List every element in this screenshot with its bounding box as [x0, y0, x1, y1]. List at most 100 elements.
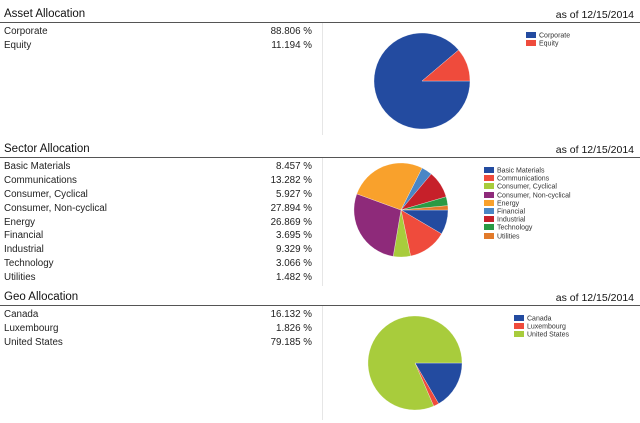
legend-label: Utilities — [497, 233, 520, 240]
table-row: Communications 13.282 % — [0, 174, 316, 188]
pie-slice-consumer-non-cyclical — [353, 193, 402, 257]
table-row: Luxembourg 1.826 % — [0, 322, 316, 336]
asset-allocation-pie — [373, 32, 471, 130]
row-value: 26.869 % — [270, 216, 312, 228]
table-row: Financial 3.695 % — [0, 229, 316, 243]
row-value: 1.482 % — [276, 272, 312, 284]
legend-label: Technology — [497, 224, 533, 232]
row-label: Technology — [4, 258, 54, 270]
legend-swatch — [484, 224, 494, 231]
pie-slice-energy — [356, 162, 423, 211]
table-row: Industrial 9.329 % — [0, 243, 316, 257]
legend-label: United States — [527, 331, 570, 339]
table-row: Consumer, Non-cyclical 27.894 % — [0, 202, 316, 216]
legend-swatch — [526, 32, 536, 38]
legend-label: Corporate — [539, 32, 571, 40]
row-value: 5.927 % — [276, 188, 312, 200]
legend-item: United States — [514, 331, 569, 339]
legend-item: Utilities — [484, 232, 571, 241]
table-row: Basic Materials 8.457 % — [0, 160, 316, 174]
column-separator — [322, 158, 323, 286]
legend-swatch — [484, 183, 494, 190]
row-value: 27.894 % — [270, 202, 312, 214]
table-row: Consumer, Cyclical 5.927 % — [0, 188, 316, 202]
row-label: Energy — [4, 216, 36, 228]
legend-item: Equity — [526, 40, 570, 48]
legend-swatch — [484, 216, 494, 223]
row-value: 3.066 % — [276, 258, 312, 270]
pie-slice-utilities — [400, 205, 449, 211]
table-row: Canada 16.132 % — [0, 308, 316, 322]
row-value: 88.806 % — [270, 26, 312, 37]
legend-label: Industrial — [497, 216, 526, 224]
pie-slice-equity — [421, 49, 471, 82]
sector-allocation-table: Basic Materials 8.457 % Communications 13.… — [0, 160, 316, 285]
legend-item: Technology — [484, 224, 571, 232]
row-label: Corporate — [4, 26, 48, 37]
asset-allocation-title: Asset Allocation — [4, 8, 86, 20]
row-value: 3.695 % — [276, 230, 312, 242]
legend-swatch — [484, 191, 494, 198]
table-row: Equity 11.194 % — [0, 39, 316, 53]
row-value: 16.132 % — [270, 309, 312, 320]
legend-item: Industrial — [484, 216, 571, 224]
row-value: 13.282 % — [270, 174, 312, 186]
legend-swatch — [484, 207, 494, 214]
row-value: 1.826 % — [276, 322, 312, 334]
row-label: Utilities — [4, 272, 36, 284]
legend-label: Financial — [497, 208, 526, 216]
legend-swatch — [484, 232, 494, 239]
legend-swatch — [514, 331, 524, 338]
geo-allocation-title: Geo Allocation — [4, 291, 79, 303]
legend-label: Canada — [527, 315, 552, 323]
table-row: Utilities 1.482 % — [0, 271, 316, 285]
column-separator — [322, 23, 323, 135]
sector-allocation-title: Sector Allocation — [4, 143, 90, 155]
geo-allocation-legend: Canada Luxembourg United States — [514, 315, 569, 340]
row-label: United States — [4, 336, 63, 348]
legend-label: Equity — [539, 40, 559, 48]
legend-item: Energy — [484, 199, 571, 208]
row-label: Consumer, Non-cyclical — [4, 202, 107, 214]
table-row: Technology 3.066 % — [0, 257, 316, 271]
asset-allocation-table: Corporate 88.806 % Equity 11.194 % — [0, 25, 316, 53]
legend-swatch — [484, 199, 494, 206]
sector-allocation-section: Sector Allocation as of 12/15/2014 Basic… — [0, 143, 640, 291]
row-label: Industrial — [4, 244, 44, 256]
legend-label: Energy — [497, 200, 520, 208]
geo-allocation-pie — [367, 315, 463, 411]
sector-allocation-legend: Basic Materials Communications Consumer,… — [484, 167, 571, 241]
legend-item: Consumer, Non-cyclical — [484, 191, 571, 200]
table-row: Corporate 88.806 % — [0, 25, 316, 39]
column-separator — [322, 306, 323, 420]
legend-item: Consumer, Cyclical — [484, 183, 571, 191]
legend-item: Luxembourg — [514, 323, 569, 331]
legend-label: Communications — [497, 175, 550, 183]
geo-allocation-section: Geo Allocation as of 12/15/2014 Canada 16… — [0, 291, 640, 421]
legend-swatch — [514, 323, 524, 330]
legend-item: Corporate — [526, 32, 570, 40]
legend-swatch — [526, 40, 536, 47]
legend-item: Communications — [484, 175, 571, 183]
section-divider — [0, 157, 640, 158]
legend-swatch — [484, 175, 494, 182]
asset-allocation-date: as of 12/15/2014 — [555, 9, 634, 21]
legend-swatch — [514, 315, 524, 321]
row-label: Canada — [4, 309, 39, 320]
row-value: 9.329 % — [276, 244, 312, 256]
sector-allocation-pie — [353, 162, 449, 258]
pie-slice-united-states — [367, 315, 463, 411]
legend-label: Consumer, Non-cyclical — [497, 192, 571, 200]
geo-allocation-table: Canada 16.132 % Luxembourg 1.826 % United … — [0, 308, 316, 350]
legend-swatch — [484, 167, 494, 173]
row-label: Basic Materials — [4, 161, 71, 172]
row-label: Equity — [4, 39, 32, 51]
section-divider — [0, 22, 640, 23]
pie-slice-canada — [414, 362, 463, 404]
legend-item: Financial — [484, 207, 571, 216]
row-label: Financial — [4, 230, 44, 242]
row-label: Communications — [4, 174, 77, 186]
asset-allocation-section: Asset Allocation as of 12/15/2014 Corpor… — [0, 8, 640, 138]
geo-allocation-date: as of 12/15/2014 — [555, 292, 634, 304]
row-value: 11.194 % — [271, 39, 312, 51]
